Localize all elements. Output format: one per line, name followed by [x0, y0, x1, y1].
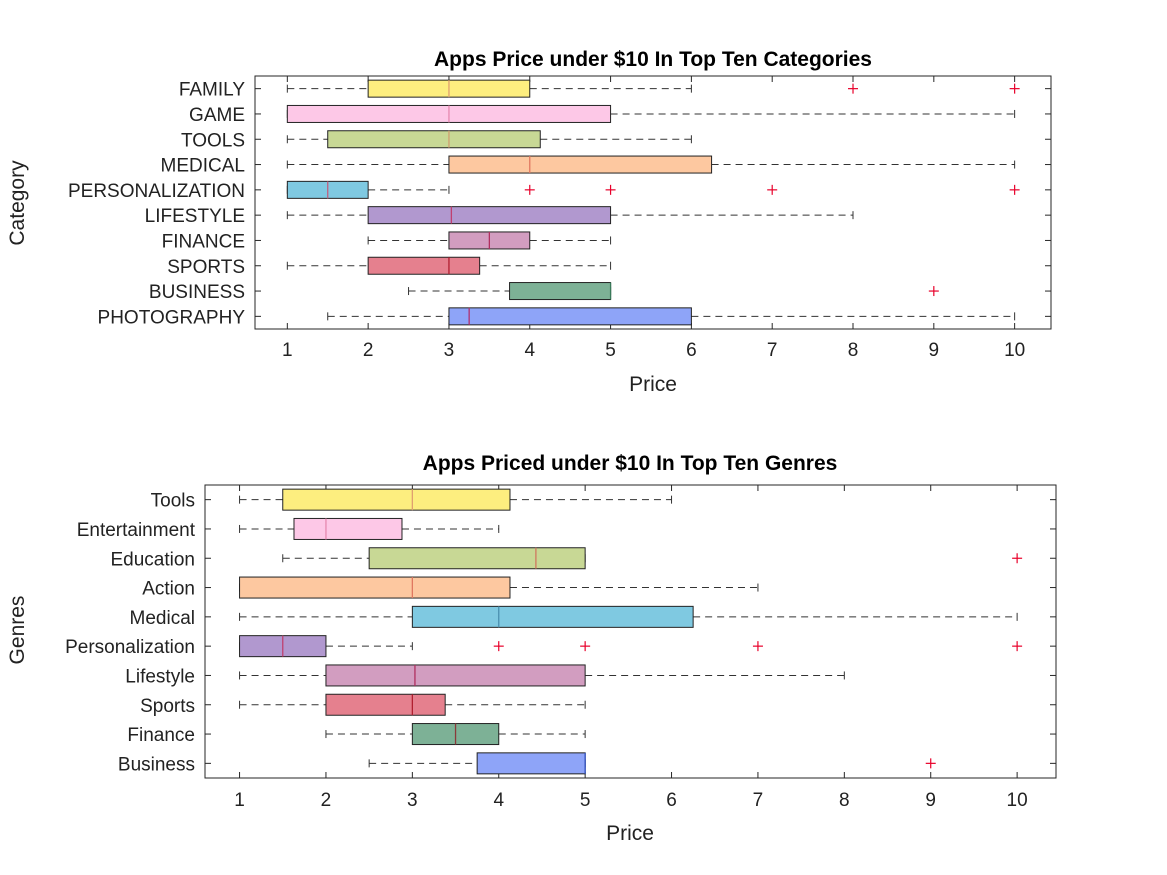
x-tick-label: 6 [666, 790, 677, 811]
bottom-chart-panel: Apps Priced under $10 In Top Ten Genres … [6, 452, 1057, 845]
box [509, 282, 612, 301]
chart-title: Apps Priced under $10 In Top Ten Genres [423, 452, 838, 475]
x-tick-label: 2 [363, 340, 374, 361]
outlier-marker [1009, 83, 1020, 94]
top-chart-panel: Apps Price under $10 In Top Ten Categori… [6, 48, 1052, 396]
x-tick-label: 7 [767, 340, 778, 361]
outlier-marker [925, 758, 936, 769]
box [476, 752, 586, 775]
x-tick-label: 4 [493, 790, 504, 811]
x-tick-label: 10 [1007, 790, 1028, 811]
box [448, 307, 692, 326]
box [367, 256, 481, 275]
y-tick-label: Entertainment [77, 520, 196, 541]
y-tick-label: MEDICAL [161, 156, 245, 177]
box [367, 206, 612, 225]
y-tick-label: Lifestyle [125, 666, 195, 687]
x-tick-label: 8 [848, 340, 859, 361]
box [282, 488, 511, 511]
outlier-marker [767, 184, 778, 195]
x-tick-label: 3 [407, 790, 418, 811]
box [448, 155, 713, 174]
x-axis-label: Price [606, 822, 654, 845]
x-tick-label: 9 [929, 340, 940, 361]
plot-frame [204, 484, 1057, 779]
y-tick-label: TOOLS [181, 130, 245, 151]
y-tick-label: Finance [127, 725, 195, 746]
y-tick-label: SPORTS [167, 257, 245, 278]
x-tick-label: 3 [444, 340, 455, 361]
x-tick-label: 1 [282, 340, 293, 361]
x-tick-label: 7 [753, 790, 764, 811]
y-tick-label: LIFESTYLE [145, 206, 245, 227]
box [325, 693, 446, 716]
y-axis-label: Genres [6, 596, 29, 665]
y-tick-label: Medical [130, 608, 195, 629]
y-tick-label: PHOTOGRAPHY [98, 307, 246, 328]
x-tick-label: 1 [234, 790, 245, 811]
box [327, 130, 541, 149]
y-tick-label: Education [110, 549, 195, 570]
x-tick-label: 6 [686, 340, 697, 361]
y-axis-label: Category [6, 160, 29, 246]
x-tick-label: 10 [1004, 340, 1025, 361]
chart-title: Apps Price under $10 In Top Ten Categori… [434, 48, 872, 71]
outlier-marker [1009, 184, 1020, 195]
y-tick-label: Tools [151, 491, 195, 512]
outlier-marker [928, 286, 939, 297]
outlier-marker [605, 184, 616, 195]
x-tick-label: 9 [925, 790, 936, 811]
y-tick-label: BUSINESS [149, 282, 245, 303]
box [368, 547, 586, 570]
box [293, 517, 403, 540]
x-tick-label: 5 [580, 790, 591, 811]
plot-frame [254, 75, 1052, 330]
box [325, 664, 586, 687]
y-tick-label: FINANCE [162, 231, 245, 252]
outlier-marker [848, 83, 859, 94]
y-tick-label: GAME [189, 105, 245, 126]
y-tick-label: Personalization [65, 637, 195, 658]
y-tick-label: PERSONALIZATION [68, 181, 245, 202]
y-tick-label: FAMILY [179, 80, 245, 101]
y-tick-label: Business [118, 754, 195, 775]
outlier-marker [580, 641, 591, 652]
y-tick-label: Sports [140, 696, 195, 717]
outlier-marker [752, 641, 763, 652]
x-tick-label: 5 [605, 340, 616, 361]
outlier-marker [1012, 553, 1023, 564]
box [411, 605, 694, 628]
outlier-marker [493, 641, 504, 652]
x-axis-label: Price [629, 373, 677, 396]
x-tick-label: 8 [839, 790, 850, 811]
outlier-marker [524, 184, 535, 195]
x-tick-label: 4 [524, 340, 535, 361]
y-tick-label: Action [142, 579, 195, 600]
x-tick-label: 2 [321, 790, 332, 811]
box [239, 576, 511, 599]
outlier-marker [1012, 641, 1023, 652]
